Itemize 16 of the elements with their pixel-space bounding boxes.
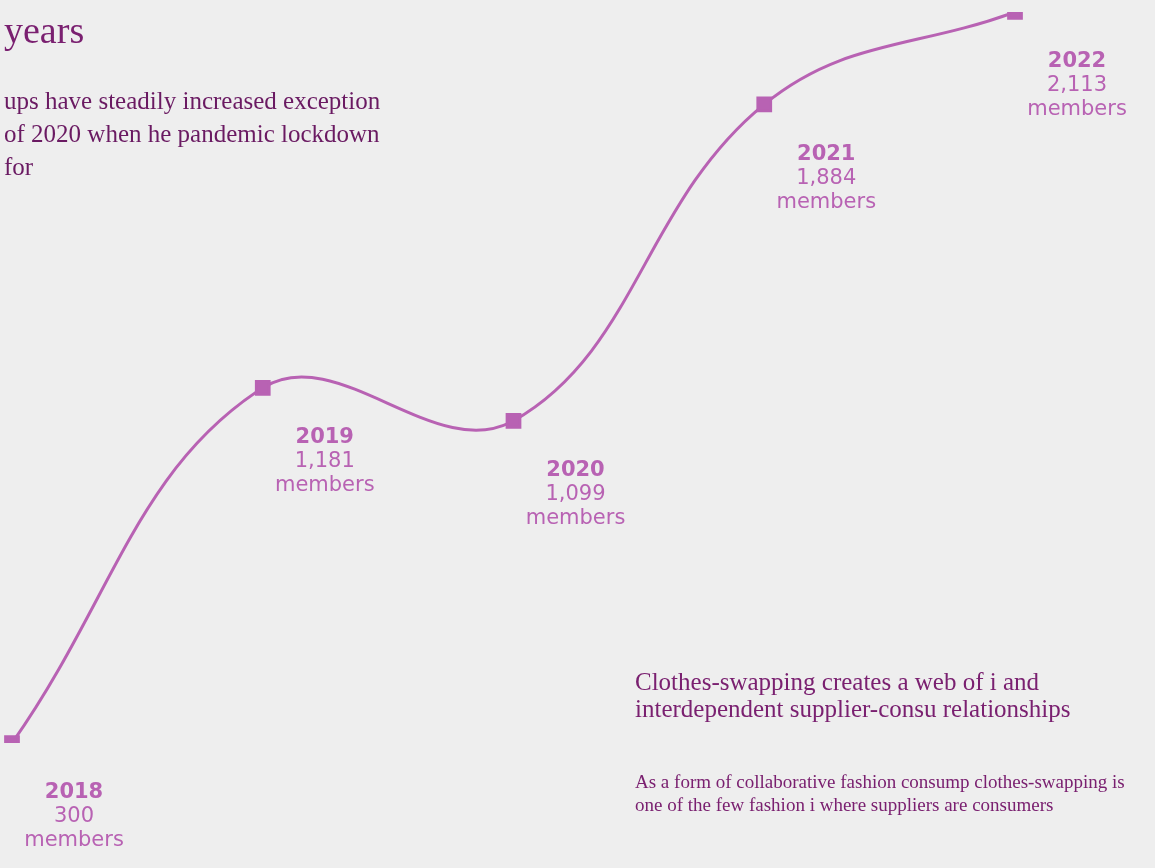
data-label: 2,113 members xyxy=(1027,72,1127,121)
chart-title: years xyxy=(4,8,85,52)
data-label: 300 members xyxy=(24,803,124,852)
data-label: 1,099 members xyxy=(525,481,626,530)
point xyxy=(505,412,522,429)
x-tick-label: 2022 xyxy=(1047,48,1107,73)
point xyxy=(254,379,271,396)
text: ups have steadily increased exception of 2020 when he pandemic lockdown for xyxy=(4,86,382,182)
annotation: Clothes-swapping creates a web of i and interdependent supplier-consu relationships xyxy=(635,668,1072,722)
x-tick-label: 2018 xyxy=(44,779,104,804)
text: As a form of collaborative fashion consump clothes-swapping is one of the few fashion i where suppliers are consumers xyxy=(635,770,1126,816)
data-label: 1,181 members xyxy=(274,448,375,497)
x-tick-label: 2021 xyxy=(797,140,856,165)
x-tick-label: 2019 xyxy=(295,424,354,449)
data-label: 1,884 members xyxy=(776,164,877,213)
x-tick-label: 2020 xyxy=(546,457,605,482)
